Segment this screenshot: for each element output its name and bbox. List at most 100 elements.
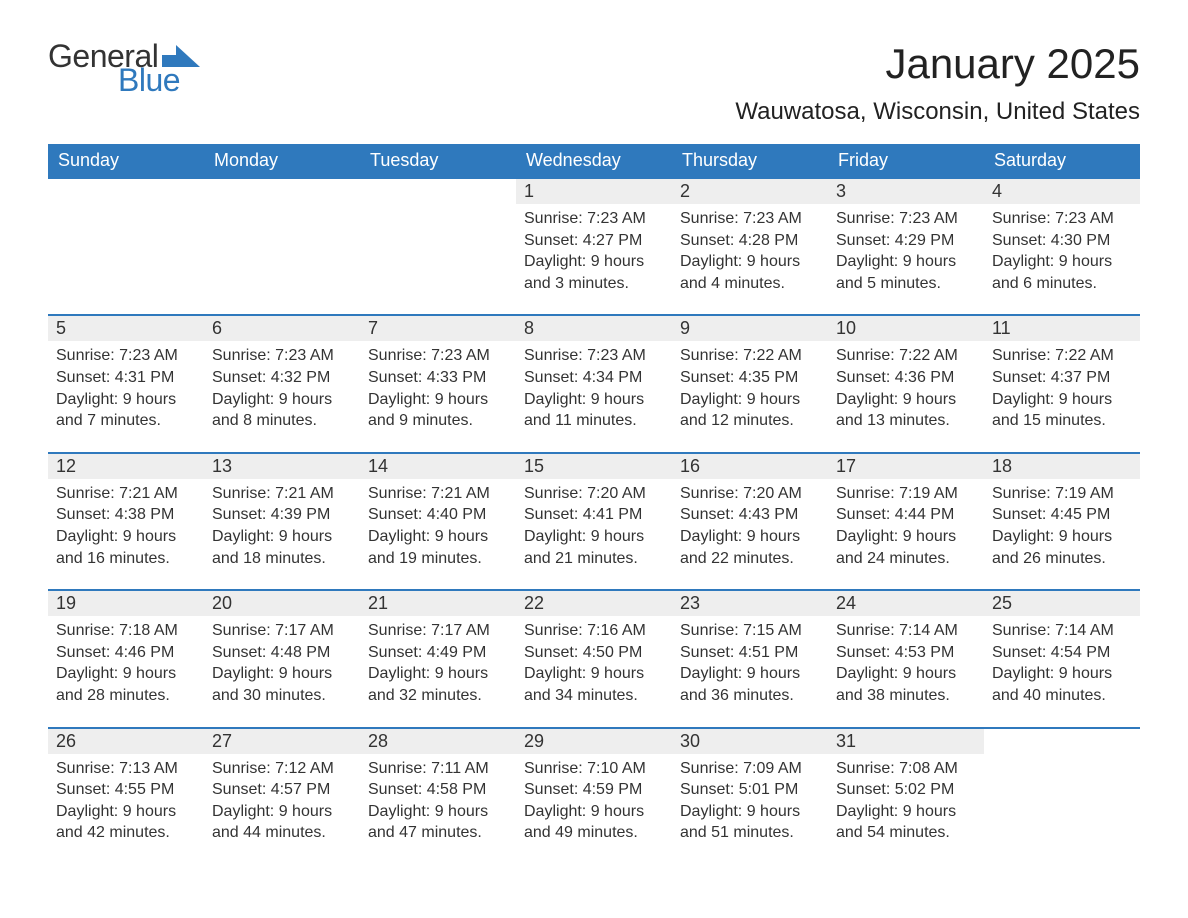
weekday-header: Friday	[828, 144, 984, 178]
sunset-line: Sunset: 4:55 PM	[56, 779, 196, 801]
daylight-line: Daylight: 9 hours and 15 minutes.	[992, 389, 1132, 432]
day-cell: Sunrise: 7:23 AMSunset: 4:30 PMDaylight:…	[984, 204, 1140, 315]
sunset-line: Sunset: 4:48 PM	[212, 642, 352, 664]
day-number: 4	[984, 178, 1140, 204]
sunrise-line: Sunrise: 7:11 AM	[368, 758, 508, 780]
sunrise-line: Sunrise: 7:14 AM	[836, 620, 976, 642]
daylight-line: Daylight: 9 hours and 18 minutes.	[212, 526, 352, 569]
day-number: 30	[672, 728, 828, 754]
sunrise-line: Sunrise: 7:17 AM	[212, 620, 352, 642]
daynum-row: 567891011	[48, 315, 1140, 341]
day-number: 27	[204, 728, 360, 754]
day-number: 23	[672, 590, 828, 616]
daylight-line: Daylight: 9 hours and 40 minutes.	[992, 663, 1132, 706]
sunset-line: Sunset: 4:59 PM	[524, 779, 664, 801]
day-number: 19	[48, 590, 204, 616]
sunset-line: Sunset: 4:37 PM	[992, 367, 1132, 389]
daylight-line: Daylight: 9 hours and 38 minutes.	[836, 663, 976, 706]
daylight-line: Daylight: 9 hours and 34 minutes.	[524, 663, 664, 706]
sunset-line: Sunset: 4:39 PM	[212, 504, 352, 526]
sunrise-line: Sunrise: 7:21 AM	[368, 483, 508, 505]
sunset-line: Sunset: 4:29 PM	[836, 230, 976, 252]
weekday-header: Saturday	[984, 144, 1140, 178]
empty-cell	[48, 204, 204, 315]
sunrise-line: Sunrise: 7:16 AM	[524, 620, 664, 642]
day-cell: Sunrise: 7:21 AMSunset: 4:39 PMDaylight:…	[204, 479, 360, 590]
sunrise-line: Sunrise: 7:21 AM	[212, 483, 352, 505]
day-cell: Sunrise: 7:21 AMSunset: 4:38 PMDaylight:…	[48, 479, 204, 590]
sunset-line: Sunset: 4:54 PM	[992, 642, 1132, 664]
sunset-line: Sunset: 4:27 PM	[524, 230, 664, 252]
daylight-line: Daylight: 9 hours and 11 minutes.	[524, 389, 664, 432]
daylight-line: Daylight: 9 hours and 44 minutes.	[212, 801, 352, 844]
daylight-line: Daylight: 9 hours and 51 minutes.	[680, 801, 820, 844]
day-number: 25	[984, 590, 1140, 616]
sunset-line: Sunset: 4:57 PM	[212, 779, 352, 801]
day-cell: Sunrise: 7:20 AMSunset: 4:43 PMDaylight:…	[672, 479, 828, 590]
sunset-line: Sunset: 4:31 PM	[56, 367, 196, 389]
daylight-line: Daylight: 9 hours and 28 minutes.	[56, 663, 196, 706]
sunrise-line: Sunrise: 7:20 AM	[524, 483, 664, 505]
sunrise-line: Sunrise: 7:09 AM	[680, 758, 820, 780]
daylight-line: Daylight: 9 hours and 47 minutes.	[368, 801, 508, 844]
day-number: 12	[48, 453, 204, 479]
day-number: 26	[48, 728, 204, 754]
sunrise-line: Sunrise: 7:18 AM	[56, 620, 196, 642]
day-number: 10	[828, 315, 984, 341]
sunrise-line: Sunrise: 7:20 AM	[680, 483, 820, 505]
day-cell: Sunrise: 7:19 AMSunset: 4:44 PMDaylight:…	[828, 479, 984, 590]
daylight-line: Daylight: 9 hours and 54 minutes.	[836, 801, 976, 844]
sunrise-line: Sunrise: 7:23 AM	[524, 345, 664, 367]
day-cell: Sunrise: 7:10 AMSunset: 4:59 PMDaylight:…	[516, 754, 672, 864]
day-cell: Sunrise: 7:22 AMSunset: 4:37 PMDaylight:…	[984, 341, 1140, 452]
sunrise-line: Sunrise: 7:21 AM	[56, 483, 196, 505]
day-cell: Sunrise: 7:17 AMSunset: 4:48 PMDaylight:…	[204, 616, 360, 727]
weekday-header-row: SundayMondayTuesdayWednesdayThursdayFrid…	[48, 144, 1140, 178]
day-cell: Sunrise: 7:18 AMSunset: 4:46 PMDaylight:…	[48, 616, 204, 727]
empty-daynum	[48, 178, 204, 204]
sunset-line: Sunset: 4:53 PM	[836, 642, 976, 664]
calendar-table: SundayMondayTuesdayWednesdayThursdayFrid…	[48, 144, 1140, 864]
daynum-row: 19202122232425	[48, 590, 1140, 616]
daylight-line: Daylight: 9 hours and 30 minutes.	[212, 663, 352, 706]
content-row: Sunrise: 7:21 AMSunset: 4:38 PMDaylight:…	[48, 479, 1140, 590]
day-cell: Sunrise: 7:17 AMSunset: 4:49 PMDaylight:…	[360, 616, 516, 727]
weekday-header: Tuesday	[360, 144, 516, 178]
weekday-header: Sunday	[48, 144, 204, 178]
sunset-line: Sunset: 4:43 PM	[680, 504, 820, 526]
sunset-line: Sunset: 5:01 PM	[680, 779, 820, 801]
sunset-line: Sunset: 4:58 PM	[368, 779, 508, 801]
daylight-line: Daylight: 9 hours and 16 minutes.	[56, 526, 196, 569]
daylight-line: Daylight: 9 hours and 7 minutes.	[56, 389, 196, 432]
day-number: 31	[828, 728, 984, 754]
day-cell: Sunrise: 7:22 AMSunset: 4:36 PMDaylight:…	[828, 341, 984, 452]
sunset-line: Sunset: 4:40 PM	[368, 504, 508, 526]
day-cell: Sunrise: 7:23 AMSunset: 4:34 PMDaylight:…	[516, 341, 672, 452]
day-number: 24	[828, 590, 984, 616]
day-number: 28	[360, 728, 516, 754]
day-number: 13	[204, 453, 360, 479]
day-cell: Sunrise: 7:23 AMSunset: 4:27 PMDaylight:…	[516, 204, 672, 315]
sunrise-line: Sunrise: 7:13 AM	[56, 758, 196, 780]
content-row: Sunrise: 7:23 AMSunset: 4:27 PM Daylight:…	[48, 204, 1140, 315]
daynum-row: 1234	[48, 178, 1140, 204]
sunset-line: Sunset: 4:33 PM	[368, 367, 508, 389]
sunrise-line: Sunrise: 7:22 AM	[836, 345, 976, 367]
daylight-line: Daylight: 9 hours and 4 minutes.	[680, 251, 820, 294]
daylight-line: Daylight: 9 hours and 9 minutes.	[368, 389, 508, 432]
sunrise-line: Sunrise: 7:12 AM	[212, 758, 352, 780]
sunrise-line: Sunrise: 7:23 AM	[524, 208, 664, 230]
empty-daynum	[984, 728, 1140, 754]
header: General Blue January 2025 Wauwatosa, Wis…	[48, 40, 1140, 126]
daylight-line: Daylight: 9 hours and 12 minutes.	[680, 389, 820, 432]
weekday-header: Monday	[204, 144, 360, 178]
sunrise-line: Sunrise: 7:14 AM	[992, 620, 1132, 642]
day-cell: Sunrise: 7:08 AMSunset: 5:02 PMDaylight:…	[828, 754, 984, 864]
logo: General Blue	[48, 40, 200, 96]
day-number: 16	[672, 453, 828, 479]
empty-daynum	[204, 178, 360, 204]
day-cell: Sunrise: 7:23 AMSunset: 4:32 PMDaylight:…	[204, 341, 360, 452]
empty-daynum	[360, 178, 516, 204]
sunset-line: Sunset: 4:36 PM	[836, 367, 976, 389]
day-cell: Sunrise: 7:20 AMSunset: 4:41 PMDaylight:…	[516, 479, 672, 590]
